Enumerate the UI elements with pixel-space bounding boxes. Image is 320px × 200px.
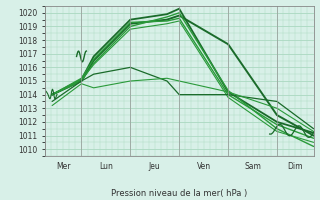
Text: Ven: Ven — [196, 162, 211, 171]
Text: Lun: Lun — [99, 162, 113, 171]
Text: Dim: Dim — [288, 162, 303, 171]
Text: Jeu: Jeu — [149, 162, 161, 171]
Text: Pression niveau de la mer( hPa ): Pression niveau de la mer( hPa ) — [111, 189, 247, 198]
Text: Sam: Sam — [244, 162, 261, 171]
Text: Mer: Mer — [56, 162, 70, 171]
